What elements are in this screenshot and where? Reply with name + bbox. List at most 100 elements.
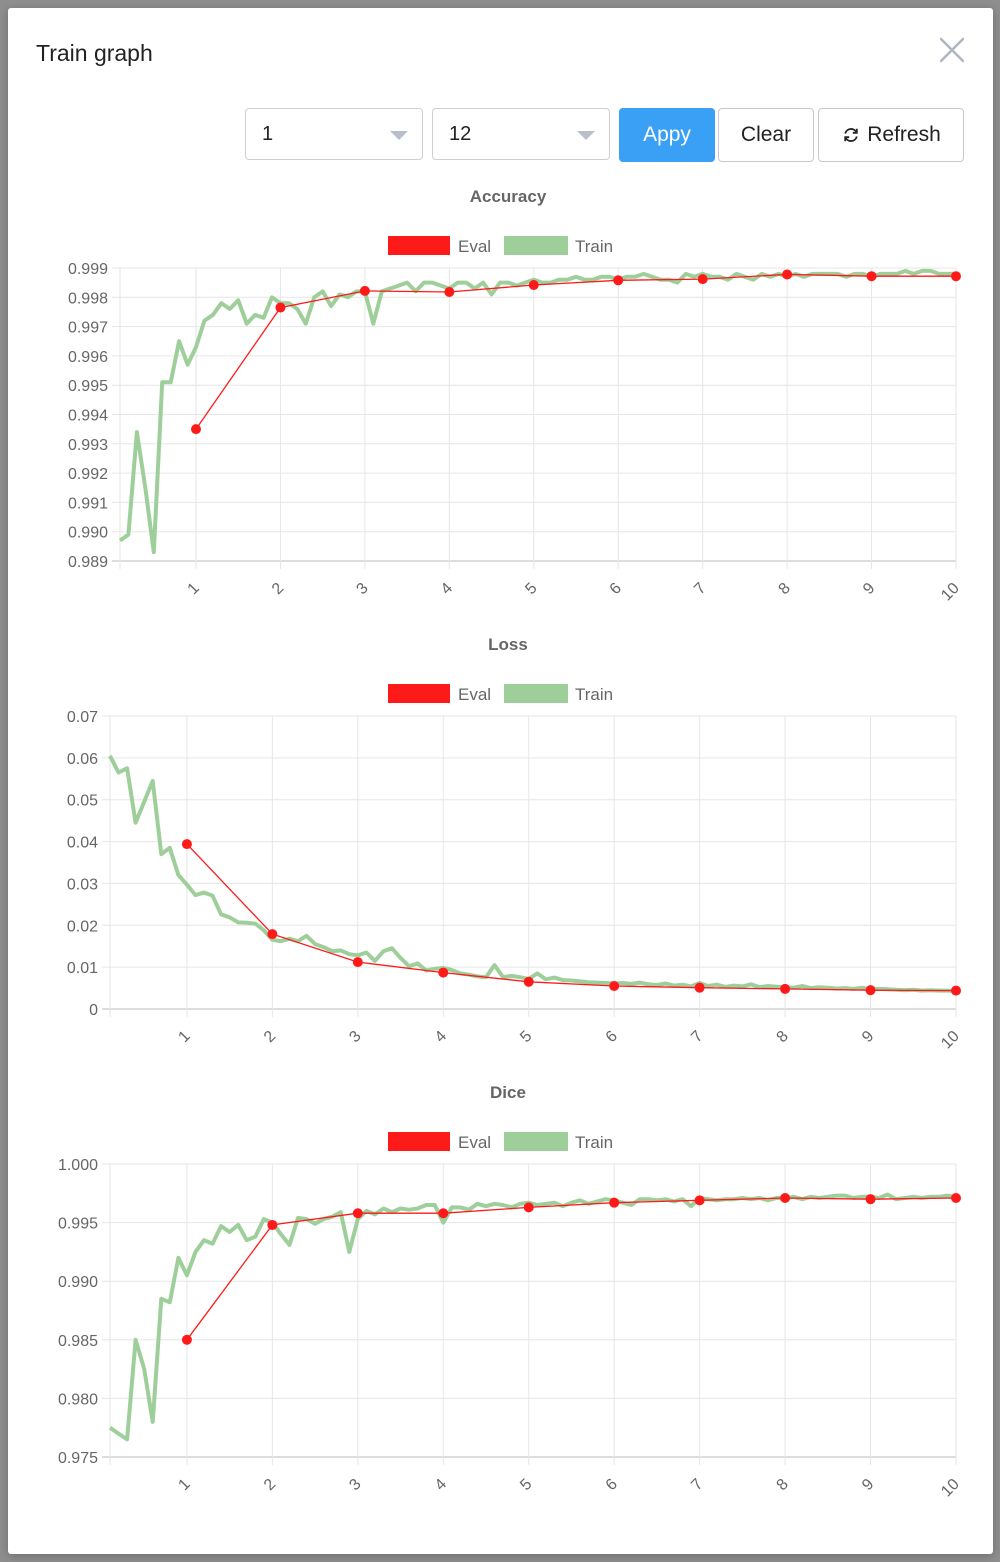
x-tick-label: 5	[517, 1476, 535, 1494]
loss-chart-panel: Loss Eval Train 0 0.01 0.02 0.03 0.04 0.05 0.0…	[8, 618, 993, 1066]
data-point-eval	[438, 967, 449, 978]
chevron-down-icon	[390, 131, 408, 140]
x-tick-label: 6	[603, 1028, 621, 1046]
data-point-eval	[609, 1197, 620, 1208]
x-tick-label: 3	[346, 1476, 364, 1494]
clear-button-label: Clear	[740, 123, 792, 146]
data-point-eval	[951, 271, 961, 282]
x-tick-label: 7	[691, 580, 709, 598]
end-select[interactable]: 12	[432, 108, 610, 160]
y-tick-label: 0.02	[67, 918, 98, 935]
x-tick-label: 2	[261, 1476, 279, 1494]
x-tick-label: 9	[860, 580, 878, 598]
x-tick-label: 4	[432, 1476, 450, 1494]
legend-label-eval: Eval	[458, 237, 491, 256]
legend-label-eval: Eval	[458, 685, 491, 704]
x-tick-label: 9	[859, 1476, 877, 1494]
y-tick-label: 0.985	[58, 1333, 98, 1350]
data-point-eval	[951, 985, 961, 996]
x-tick-label: 2	[261, 1028, 279, 1046]
x-tick-label: 3	[353, 580, 371, 598]
y-tick-label: 1.000	[58, 1157, 98, 1174]
legend-swatch-eval	[388, 1132, 450, 1151]
x-tick-label: 1	[185, 580, 203, 598]
series-line-eval	[195, 273, 956, 430]
close-button[interactable]	[934, 32, 970, 68]
data-point-eval	[352, 1208, 363, 1219]
data-point-eval	[780, 983, 791, 994]
y-tick-label: 0.06	[67, 751, 98, 768]
chart-title: Loss	[488, 635, 528, 654]
x-tick-label: 8	[774, 1028, 792, 1046]
y-tick-label: 0.990	[68, 525, 108, 542]
x-tick-label: 6	[603, 1476, 621, 1494]
y-tick-label: 0.980	[58, 1391, 98, 1408]
data-point-eval	[444, 287, 455, 298]
data-point-eval	[352, 957, 363, 968]
dice-plot-area: 0.975 0.980 0.985 0.990 0.995 1.000 1 2 3 4 5 6 7 8 9 1…	[58, 1157, 963, 1500]
data-point-eval	[865, 1194, 876, 1205]
data-point-eval	[267, 1219, 278, 1230]
data-point-eval	[865, 985, 876, 996]
legend-swatch-train	[504, 236, 568, 255]
data-point-eval	[267, 929, 278, 940]
clear-button[interactable]: Clear	[718, 108, 814, 162]
data-point-eval	[609, 980, 620, 991]
apply-button-label: Appy	[643, 123, 691, 146]
apply-button[interactable]: Appy	[619, 108, 715, 162]
close-icon	[939, 37, 965, 63]
x-tick-label: 5	[517, 1028, 535, 1046]
accuracy-chart: Accuracy Eval Train 0.989 0.990 0.991 0.992…	[68, 187, 963, 605]
legend-swatch-train	[504, 684, 568, 703]
end-select-value: 12	[449, 123, 472, 145]
refresh-button[interactable]: Refresh	[818, 108, 964, 162]
y-tick-label: 0.07	[67, 709, 98, 726]
series-line-train	[108, 1192, 957, 1442]
start-select-value: 1	[262, 123, 274, 145]
data-point-eval	[697, 274, 708, 285]
legend-label-train: Train	[575, 685, 613, 704]
loss-chart: Loss Eval Train 0 0.01 0.02 0.03 0.04 0.05 0.0…	[67, 635, 963, 1053]
x-tick-label: 10	[938, 580, 963, 605]
x-tick-label: 10	[938, 1028, 963, 1053]
x-tick-label: 10	[938, 1476, 963, 1501]
x-tick-label: 9	[859, 1028, 877, 1046]
x-tick-label: 5	[522, 580, 540, 598]
data-point-eval	[181, 839, 192, 850]
data-point-eval	[780, 1192, 791, 1203]
chart-legend: Eval Train	[388, 1132, 613, 1152]
data-point-eval	[191, 424, 201, 435]
data-point-eval	[275, 302, 286, 313]
start-select[interactable]: 1	[245, 108, 423, 160]
data-point-eval	[359, 285, 370, 296]
data-point-eval	[438, 1208, 449, 1219]
y-tick-label: 0.995	[58, 1216, 98, 1233]
chart-title: Accuracy	[470, 187, 547, 206]
legend-label-train: Train	[575, 237, 613, 256]
legend-label-eval: Eval	[458, 1133, 491, 1152]
x-tick-label: 4	[432, 1028, 450, 1046]
x-tick-label: 6	[607, 580, 625, 598]
y-tick-label: 0.993	[68, 437, 108, 454]
modal-title: Train graph	[36, 40, 153, 66]
y-tick-label: 0.04	[67, 835, 98, 852]
series-line-eval	[186, 843, 957, 992]
legend-swatch-eval	[388, 236, 450, 255]
x-tick-label: 8	[776, 580, 794, 598]
data-point-eval	[181, 1334, 192, 1345]
data-point-eval	[613, 275, 624, 286]
data-point-eval	[523, 976, 534, 987]
y-tick-label: 0.998	[68, 290, 108, 307]
legend-label-train: Train	[575, 1133, 613, 1152]
y-tick-label: 0.999	[68, 261, 108, 278]
dice-chart: Dice Eval Train 0.975 0.980 0.985 0.990 0.99…	[58, 1083, 963, 1500]
y-tick-label: 0.994	[68, 408, 108, 425]
x-tick-label: 8	[774, 1476, 792, 1494]
x-tick-label: 1	[175, 1028, 193, 1046]
y-tick-label: 0.03	[67, 876, 98, 893]
y-tick-label: 0.995	[68, 378, 108, 395]
y-tick-label: 0.05	[67, 793, 98, 810]
series-line-train	[118, 268, 956, 555]
x-tick-label: 1	[175, 1476, 193, 1494]
data-point-eval	[951, 1192, 961, 1203]
